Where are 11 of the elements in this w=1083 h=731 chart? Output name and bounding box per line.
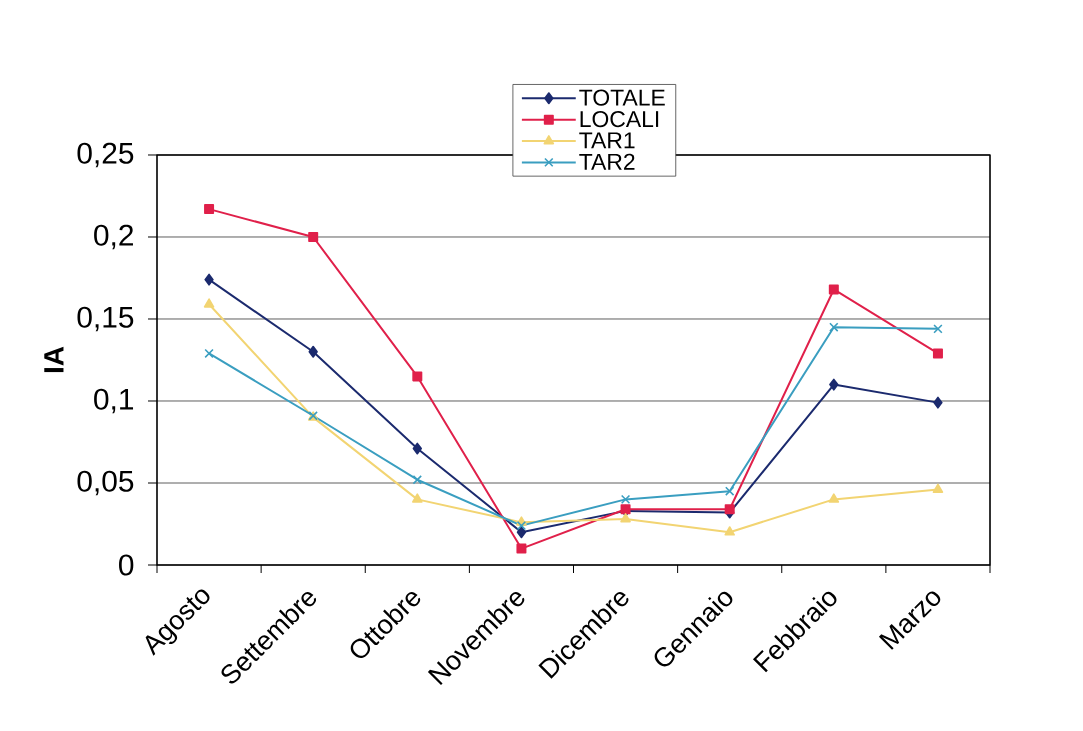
y-tick-label: 0,15 xyxy=(77,306,134,332)
y-tick-label: 0,2 xyxy=(94,224,133,250)
legend-label: LOCALI xyxy=(580,110,659,128)
y-tick-label: 0,25 xyxy=(77,142,134,168)
y-axis-title: IA xyxy=(44,346,64,373)
y-tick-label: 0,1 xyxy=(94,388,134,414)
legend-label: TOTALE xyxy=(579,89,665,106)
legend-label: TAR2 xyxy=(579,153,635,170)
legend-label: TAR1 xyxy=(579,132,635,149)
y-tick-label: 0 xyxy=(119,554,134,576)
y-tick-label: 0,05 xyxy=(77,470,134,496)
